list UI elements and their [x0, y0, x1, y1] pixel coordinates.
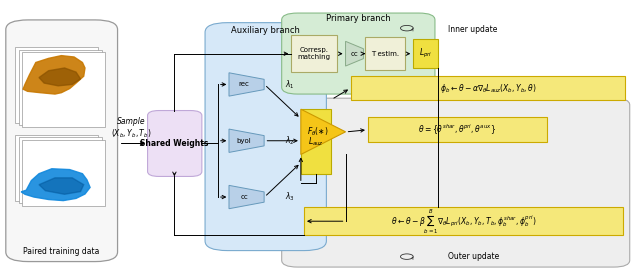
Bar [368, 117, 547, 142]
Polygon shape [229, 185, 264, 209]
Polygon shape [301, 109, 346, 155]
Text: Corresp.
matching: Corresp. matching [298, 47, 331, 60]
Polygon shape [23, 56, 85, 94]
Text: Primary branch: Primary branch [326, 14, 390, 23]
Polygon shape [229, 129, 264, 152]
Polygon shape [21, 169, 90, 201]
Bar [291, 35, 337, 72]
Polygon shape [39, 178, 84, 194]
Text: $\theta = \{\theta^{shar}, \theta^{pri}, \theta^{aux}\}$: $\theta = \{\theta^{shar}, \theta^{pri},… [419, 123, 496, 137]
Text: Outer update: Outer update [448, 252, 499, 261]
FancyBboxPatch shape [282, 98, 630, 267]
Bar [15, 135, 98, 201]
Text: $\phi_b \leftarrow \theta - \alpha \nabla_\theta L_{auz}(X_b, Y_b, \theta)$: $\phi_b \leftarrow \theta - \alpha \nabl… [440, 81, 536, 94]
Text: Auxiliary branch: Auxiliary branch [231, 26, 300, 35]
Polygon shape [229, 73, 264, 96]
FancyBboxPatch shape [6, 20, 118, 262]
Text: $F_\theta(\ast)$: $F_\theta(\ast)$ [307, 126, 329, 138]
Text: cc: cc [351, 51, 358, 57]
Bar [19, 137, 102, 203]
Bar [304, 207, 623, 235]
Bar [19, 50, 102, 125]
Text: byol: byol [237, 138, 252, 144]
FancyBboxPatch shape [282, 13, 435, 94]
Text: $L_{auz}$: $L_{auz}$ [308, 135, 324, 148]
Text: Sample
$(X_b, Y_b, T_b)$: Sample $(X_b, Y_b, T_b)$ [111, 117, 151, 140]
Bar [22, 140, 106, 206]
Text: cc: cc [240, 194, 248, 200]
FancyBboxPatch shape [148, 111, 202, 176]
Text: $\theta \leftarrow \theta - \beta \sum_{b=1}^{B} \nabla_\theta L_{pri}(X_b, Y_b,: $\theta \leftarrow \theta - \beta \sum_{… [391, 207, 536, 235]
Polygon shape [346, 41, 364, 66]
Text: rec: rec [239, 81, 250, 87]
Bar [413, 39, 438, 68]
Polygon shape [39, 68, 81, 86]
Bar [365, 38, 405, 70]
Text: $\lambda_2$: $\lambda_2$ [285, 134, 295, 147]
Bar [22, 52, 106, 127]
Bar [15, 47, 98, 123]
Bar [301, 109, 332, 174]
Bar [351, 76, 625, 100]
Text: Inner update: Inner update [448, 25, 497, 34]
FancyBboxPatch shape [205, 23, 326, 251]
Text: $\lambda_1$: $\lambda_1$ [285, 78, 295, 91]
Text: Shared Weights: Shared Weights [140, 139, 209, 148]
Text: $L_{pri}$: $L_{pri}$ [419, 47, 432, 60]
Text: T estim.: T estim. [371, 51, 399, 57]
Text: Paired training data: Paired training data [23, 247, 100, 256]
Text: $\lambda_3$: $\lambda_3$ [285, 191, 295, 203]
